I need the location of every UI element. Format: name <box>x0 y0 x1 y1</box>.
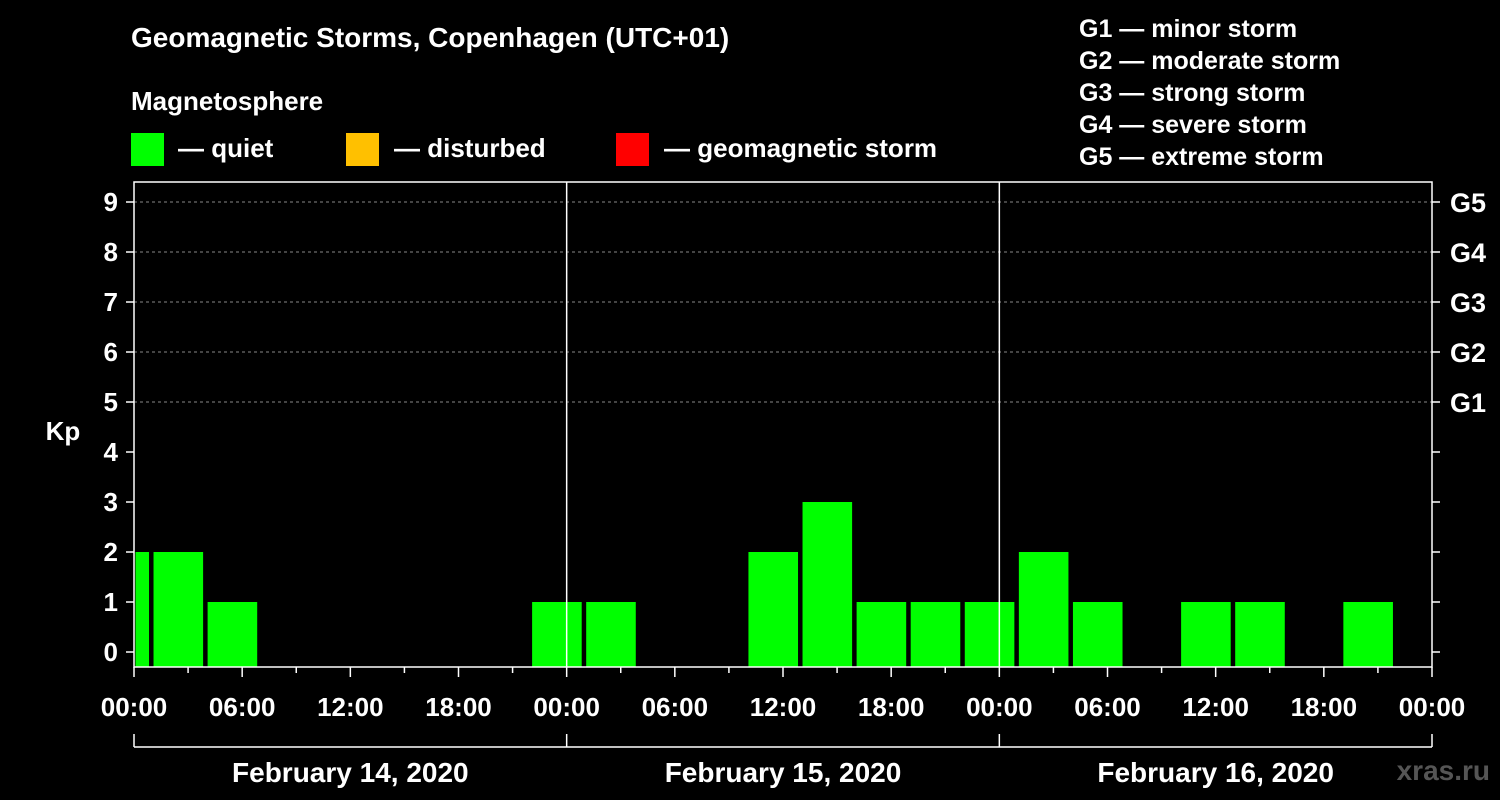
storm-level-g2: G2 — moderate storm <box>1079 47 1341 75</box>
kp-bar <box>207 602 258 667</box>
storm-level-g3: G3 — strong storm <box>1079 79 1306 107</box>
legend-label-storm: — geomagnetic storm <box>664 133 938 163</box>
kp-bar <box>748 552 799 667</box>
y-tick-label: 1 <box>104 587 118 617</box>
x-tick-label: 18:00 <box>858 692 925 722</box>
kp-bar <box>910 602 961 667</box>
y-tick-label: 6 <box>104 337 118 367</box>
legend-swatch-storm <box>616 133 649 166</box>
day-label: February 15, 2020 <box>665 757 902 788</box>
kp-bar <box>1181 602 1231 667</box>
y-tick-label: 2 <box>104 537 118 567</box>
right-axis-label: G1 <box>1450 388 1486 418</box>
kp-bar <box>964 602 1015 667</box>
x-tick-label: 00:00 <box>533 692 600 722</box>
chart-subtitle: Magnetosphere <box>131 86 324 116</box>
x-tick-label: 12:00 <box>1182 692 1249 722</box>
kp-bar <box>856 602 907 667</box>
right-axis-label: G5 <box>1450 188 1486 218</box>
storm-level-g5: G5 — extreme storm <box>1079 143 1324 171</box>
x-tick-label: 00:00 <box>1399 692 1466 722</box>
y-tick-label: 5 <box>104 387 118 417</box>
day-label: February 16, 2020 <box>1097 757 1334 788</box>
storm-level-g4: G4 — severe storm <box>1079 111 1307 139</box>
y-tick-label: 9 <box>104 187 118 217</box>
kp-bar <box>1343 602 1393 667</box>
x-tick-label: 06:00 <box>1074 692 1141 722</box>
y-tick-label: 3 <box>104 487 118 517</box>
y-tick-label: 4 <box>104 437 119 467</box>
x-tick-label: 00:00 <box>101 692 168 722</box>
x-tick-label: 12:00 <box>317 692 384 722</box>
kp-bar <box>1235 602 1285 667</box>
kp-bar <box>586 602 636 667</box>
y-tick-label: 0 <box>104 637 118 667</box>
x-tick-label: 06:00 <box>642 692 709 722</box>
legend-label-disturbed: — disturbed <box>394 133 546 163</box>
x-tick-label: 18:00 <box>1291 692 1358 722</box>
watermark: xras.ru <box>1396 755 1490 786</box>
legend-label-quiet: — quiet <box>178 133 274 163</box>
kp-bar <box>1018 552 1069 667</box>
legend-swatch-disturbed <box>346 133 379 166</box>
right-axis-label: G3 <box>1450 288 1486 318</box>
kp-bar <box>532 602 582 667</box>
x-tick-label: 18:00 <box>425 692 492 722</box>
right-axis-label: G4 <box>1450 238 1486 268</box>
kp-bar <box>153 552 204 667</box>
kp-bar <box>802 502 853 667</box>
day-label: February 14, 2020 <box>232 757 469 788</box>
right-axis-label: G2 <box>1450 338 1486 368</box>
y-axis-label: Kp <box>46 416 81 446</box>
y-tick-label: 7 <box>104 287 118 317</box>
x-tick-label: 12:00 <box>750 692 817 722</box>
legend-swatch-quiet <box>131 133 164 166</box>
chart-title: Geomagnetic Storms, Copenhagen (UTC+01) <box>131 22 730 53</box>
storm-level-g1: G1 — minor storm <box>1079 15 1298 43</box>
kp-bar <box>1072 602 1123 667</box>
kp-bar <box>135 552 150 667</box>
y-tick-label: 8 <box>104 237 118 267</box>
storm-level-legend: G1 — minor storm G2 — moderate storm G3 … <box>1079 13 1340 173</box>
x-tick-label: 06:00 <box>209 692 276 722</box>
x-tick-label: 00:00 <box>966 692 1033 722</box>
